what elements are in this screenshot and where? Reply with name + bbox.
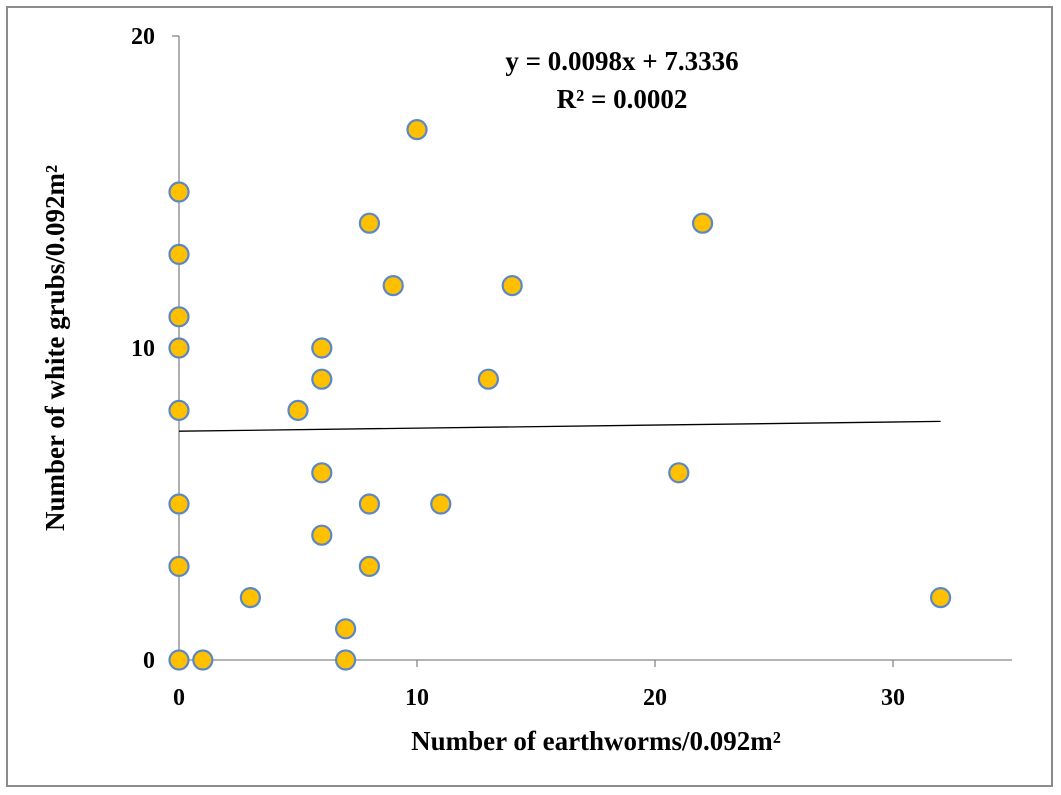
r-squared-label: R² = 0.0002: [557, 84, 688, 114]
x-axis-title: Number of earthworms/0.092m²: [411, 726, 781, 756]
data-points: [168, 119, 952, 671]
x-tick-label: 0: [173, 685, 185, 711]
y-tick-label: 0: [143, 648, 155, 674]
data-point: [335, 649, 357, 671]
data-point: [168, 181, 190, 203]
data-point: [691, 212, 714, 234]
data-point: [311, 462, 333, 484]
data-point: [168, 649, 190, 671]
data-point: [335, 618, 357, 640]
data-point: [406, 119, 428, 141]
data-point: [358, 212, 380, 234]
data-point: [168, 306, 190, 328]
data-point: [168, 243, 190, 265]
data-point: [239, 586, 261, 609]
data-point: [192, 649, 214, 671]
data-point: [430, 493, 452, 515]
axes: [178, 36, 1012, 661]
trendline-equation: y = 0.0098x + 7.3336: [505, 46, 738, 76]
x-tick-label: 20: [643, 685, 667, 711]
data-point: [358, 555, 380, 578]
data-point: [311, 368, 333, 390]
y-tick-label: 20: [131, 24, 155, 50]
data-point: [311, 337, 333, 359]
trendline: [178, 420, 941, 432]
data-point: [168, 337, 190, 359]
y-tick-label: 10: [131, 336, 155, 362]
data-point: [168, 399, 190, 421]
data-point: [358, 493, 380, 515]
data-point: [168, 493, 190, 515]
x-tick-label: 30: [881, 685, 905, 711]
data-point: [501, 275, 523, 297]
data-point: [287, 399, 309, 421]
data-point: [929, 586, 952, 609]
data-point: [477, 368, 499, 390]
data-point: [311, 524, 333, 546]
x-tick-label: 10: [405, 685, 429, 711]
data-point: [168, 555, 190, 578]
data-point: [668, 462, 690, 484]
y-axis-title: Number of white grubs/0.092m²: [40, 165, 70, 531]
data-point: [382, 275, 404, 297]
tick-labels: 0 10 20 0 10 20 30: [131, 24, 905, 711]
